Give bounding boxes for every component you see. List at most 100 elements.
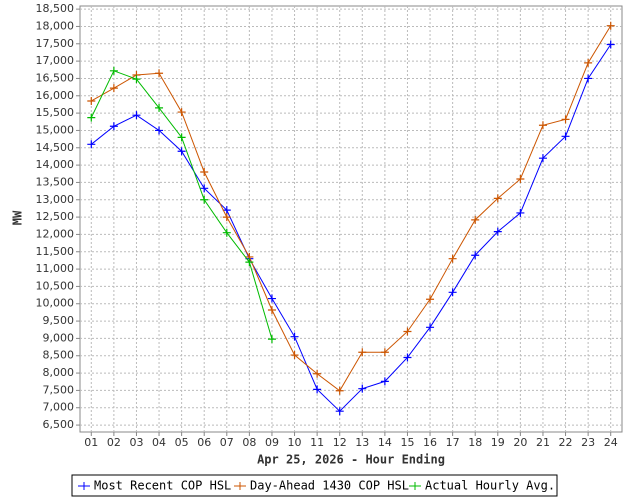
y-tick-label: 13,000 [36,193,75,206]
x-tick-label: 11 [310,436,324,449]
point-marker [132,75,141,84]
point-marker [177,108,186,117]
x-tick-label: 14 [378,436,392,449]
series-line [91,25,612,392]
point-marker [267,335,276,344]
point-marker [290,351,299,360]
legend-box [71,474,558,497]
x-tick-label: 18 [468,436,482,449]
point-marker [516,174,525,183]
point-marker [584,58,593,67]
y-tick-label: 12,500 [36,210,75,223]
point-marker [516,208,525,217]
y-tick-label: 11,000 [36,262,75,275]
y-tick-label: 6,500 [43,418,75,431]
point-marker [313,369,322,378]
point-marker [335,386,344,395]
x-tick-label: 10 [288,436,302,449]
y-tick-label: 10,500 [36,279,75,292]
point-marker [267,294,276,303]
point-marker [448,288,457,297]
x-tick-label: 23 [581,436,595,449]
point-marker [87,113,96,122]
point-marker [471,251,480,260]
point-marker [200,195,209,204]
y-tick-label: 14,000 [36,158,75,171]
point-marker [87,96,96,105]
x-tick-label: 01 [84,436,98,449]
point-marker [606,21,615,30]
point-marker [426,323,435,332]
point-marker [109,122,118,131]
series-line [90,44,612,412]
point-marker [290,332,299,341]
point-marker [267,305,276,314]
legend-symbol [409,482,421,490]
y-tick-label: 17,500 [36,37,75,50]
legend-label: Day-Ahead 1430 COP HSL [250,479,409,493]
point-marker [155,103,164,112]
point-marker [426,295,435,304]
x-tick-label: 07 [220,436,234,449]
x-tick-label: 16 [423,436,437,449]
point-marker [109,66,118,75]
point-marker [471,215,480,224]
point-marker [155,126,164,135]
x-tick-label: 04 [152,436,166,449]
point-marker [403,353,412,362]
y-tick-label: 17,000 [36,54,75,67]
point-marker [538,154,547,163]
x-tick-label: 05 [175,436,189,449]
y-tick-label: 10,000 [36,297,75,310]
y-tick-label: 16,000 [36,89,75,102]
y-tick-label: 11,500 [36,245,75,258]
point-marker [584,74,593,83]
legend-symbol [78,482,90,490]
point-marker [222,228,231,237]
x-tick-label: 15 [400,436,414,449]
x-axis-label: Apr 25, 2026 - Hour Ending [257,453,445,467]
x-tick-label: 19 [491,436,505,449]
y-tick-label: 14,500 [36,141,75,154]
x-tick-label: 02 [107,436,121,449]
point-marker [200,168,209,177]
x-tick-label: 13 [355,436,369,449]
point-marker [177,147,186,156]
point-marker [538,121,547,130]
point-marker [358,348,367,357]
x-tick-label: 21 [536,436,550,449]
x-tick-label: 06 [197,436,211,449]
point-marker [222,206,231,215]
plot-area [79,5,623,433]
point-marker [335,407,344,416]
point-marker [87,140,96,149]
y-tick-label: 9,000 [43,331,75,344]
y-tick-label: 9,500 [43,314,75,327]
point-marker [561,115,570,124]
y-axis-label: MW [11,210,25,225]
y-tick-label: 8,000 [43,366,75,379]
point-marker [606,40,615,49]
point-marker [245,258,254,267]
x-tick-label: 17 [446,436,460,449]
y-tick-label: 15,500 [36,106,75,119]
x-tick-label: 24 [604,436,618,449]
point-marker [493,227,502,236]
point-marker [380,348,389,357]
y-tick-label: 8,500 [43,349,75,362]
legend-symbol [234,482,246,490]
x-tick-label: 20 [513,436,527,449]
y-tick-label: 13,500 [36,175,75,188]
point-marker [177,133,186,142]
point-marker [222,213,231,222]
y-tick-label: 18,000 [36,19,75,32]
y-tick-label: 16,500 [36,71,75,84]
x-tick-label: 22 [559,436,573,449]
point-marker [200,184,209,193]
y-tick-label: 7,500 [43,383,75,396]
point-marker [358,384,367,393]
y-tick-label: 15,000 [36,123,75,136]
point-marker [313,385,322,394]
